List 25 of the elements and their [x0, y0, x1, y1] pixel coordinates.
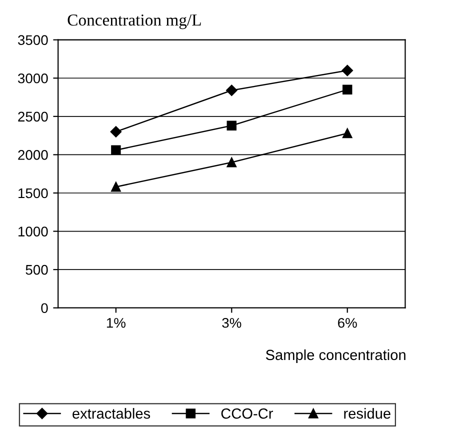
- x-tick-label: 6%: [338, 318, 357, 328]
- legend-label: CCO-Cr: [221, 408, 273, 419]
- y-tick-label: 1500: [18, 188, 48, 198]
- legend-label: residue: [344, 408, 390, 419]
- point: [226, 158, 237, 168]
- point: [110, 126, 122, 138]
- y-tick-label: 2500: [18, 112, 48, 122]
- y-tick-label: 1000: [18, 226, 48, 236]
- y-axis-title: Concentration mg/L: [68, 14, 201, 30]
- y-tick-label: 2000: [18, 150, 48, 160]
- point: [111, 145, 121, 155]
- point: [226, 120, 237, 130]
- x-tick-label: 3%: [222, 318, 242, 328]
- point: [342, 64, 353, 76]
- y-tick-label: 3000: [18, 73, 48, 84]
- x-tick-label: 1%: [106, 318, 126, 328]
- point: [342, 128, 352, 138]
- y-tick-label: 3500: [18, 35, 48, 46]
- x-axis-title: Sample concentration: [266, 349, 406, 363]
- point: [111, 182, 121, 192]
- point: [342, 84, 352, 94]
- y-tick-label: 0: [41, 303, 48, 314]
- legend-label: extractables: [72, 408, 150, 419]
- point: [226, 84, 238, 96]
- y-tick-label: 500: [26, 264, 48, 275]
